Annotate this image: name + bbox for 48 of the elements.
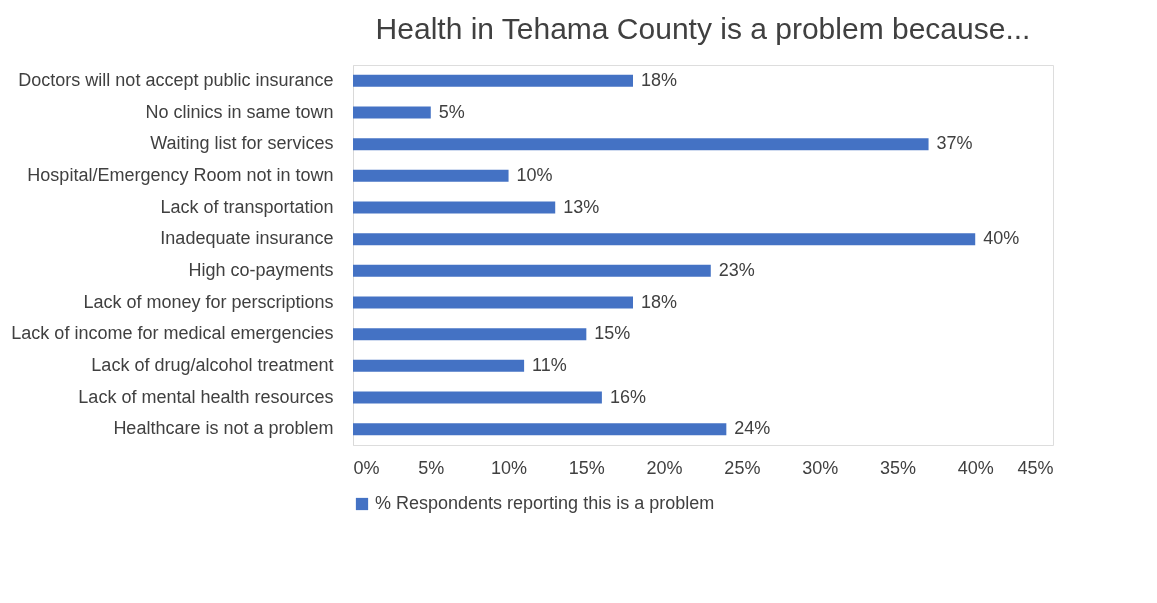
bar: [353, 106, 431, 119]
data-label: 24%: [734, 418, 771, 439]
bar: [353, 138, 929, 151]
data-label: 23%: [718, 259, 755, 280]
bar: [353, 169, 509, 182]
x-tick-label: 45%: [1017, 457, 1054, 478]
data-label: 11%: [532, 354, 567, 375]
bar: [353, 233, 976, 246]
bar: [353, 296, 633, 309]
data-label: 5%: [438, 101, 465, 122]
data-label: 37%: [936, 133, 973, 154]
bar: [353, 359, 525, 372]
data-label: 15%: [594, 323, 631, 344]
x-tick-label: 20%: [646, 457, 683, 478]
bar: [353, 423, 727, 436]
x-tick-label: 0%: [353, 457, 380, 478]
y-tick-label: Doctors will not accept public insurance: [18, 69, 334, 90]
y-tick-label: Inadequate insurance: [160, 228, 334, 249]
legend-label: % Respondents reporting this is a problem: [375, 493, 715, 513]
bar: [353, 74, 633, 87]
data-label: 40%: [983, 228, 1020, 249]
bar: [353, 328, 587, 341]
y-tick-label: Lack of money for perscriptions: [83, 291, 334, 312]
y-tick-label: Lack of income for medical emergencies: [11, 323, 334, 344]
y-tick-label: Healthcare is not a problem: [113, 418, 334, 439]
data-label: 10%: [516, 164, 553, 185]
x-tick-label: 25%: [724, 457, 761, 478]
bar: [353, 264, 711, 277]
data-label: 13%: [563, 196, 600, 217]
x-tick-label: 5%: [418, 457, 445, 478]
y-tick-label: Waiting list for services: [150, 133, 334, 154]
data-label: 18%: [641, 69, 678, 90]
y-tick-label: Lack of mental health resources: [78, 386, 334, 407]
data-label: 16%: [609, 386, 646, 407]
x-tick-label: 15%: [568, 457, 605, 478]
x-tick-label: 40%: [957, 457, 994, 478]
y-tick-label: Lack of transportation: [160, 196, 334, 217]
y-tick-label: No clinics in same town: [145, 101, 334, 122]
bar: [353, 201, 556, 214]
chart-title: Health in Tehama County is a problem because...: [375, 12, 1031, 45]
y-tick-label: Lack of drug/alcohol treatment: [91, 354, 334, 375]
x-tick-label: 30%: [802, 457, 839, 478]
x-tick-label: 35%: [879, 457, 916, 478]
data-label: 18%: [641, 291, 678, 312]
bar: [353, 391, 602, 404]
x-tick-label: 10%: [491, 457, 528, 478]
y-tick-label: Hospital/Emergency Room not in town: [27, 164, 334, 185]
y-tick-label: High co-payments: [188, 259, 334, 280]
